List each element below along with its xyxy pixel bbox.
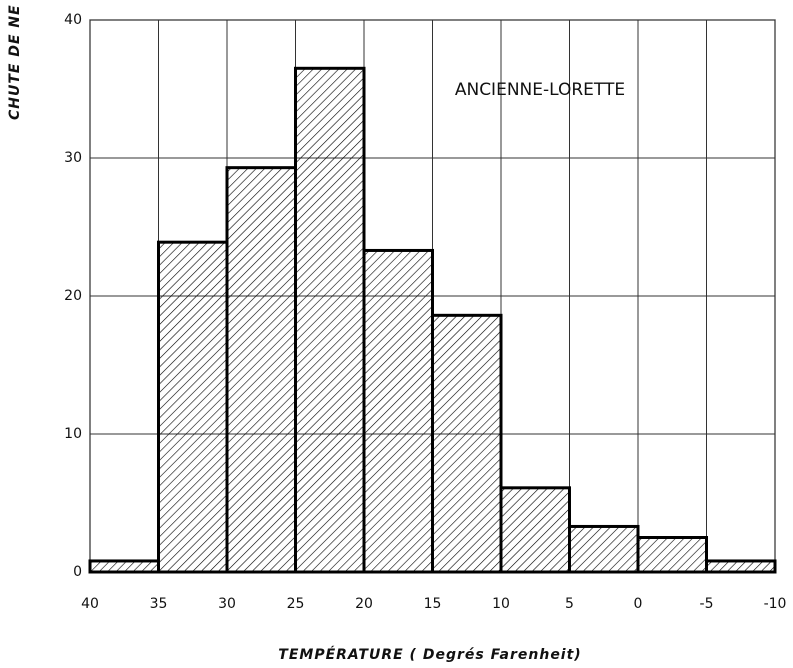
- bar: [88, 559, 160, 574]
- y-tick-label: 0: [73, 564, 82, 580]
- bar: [225, 166, 297, 574]
- bar: [636, 536, 708, 574]
- x-axis-title: TEMPÉRATURE ( Degrés Farenheit): [278, 646, 581, 663]
- bar: [362, 248, 434, 574]
- plot-area: 0 10 20 30 40 40 35 30 25 20 15 10 5 0 -5 -10 ANCIENNE-L…: [64, 12, 786, 612]
- bar: [705, 559, 777, 574]
- y-tick-label: 20: [64, 288, 82, 304]
- x-tick-label: 10: [492, 596, 510, 612]
- x-tick-label: -10: [764, 596, 787, 612]
- y-tick-label: 10: [64, 426, 82, 442]
- x-tick-label: 40: [81, 596, 99, 612]
- y-axis-title: CHUTE DE NE: [7, 4, 23, 120]
- bar: [157, 240, 229, 574]
- annotation: ANCIENNE-LORETTE: [455, 80, 625, 100]
- bar: [294, 66, 366, 574]
- x-tick-label: 0: [634, 596, 643, 612]
- x-tick-label: -5: [700, 596, 714, 612]
- x-tick-label: 25: [287, 596, 305, 612]
- x-tick-label: 30: [218, 596, 236, 612]
- y-tick-label: 40: [64, 12, 82, 28]
- y-tick-label: 30: [64, 150, 82, 166]
- x-tick-label: 20: [355, 596, 373, 612]
- x-tick-label: 15: [424, 596, 442, 612]
- bar: [431, 313, 503, 574]
- bar: [499, 486, 571, 574]
- x-tick-label: 5: [565, 596, 574, 612]
- bar: [568, 524, 640, 574]
- x-tick-label: 35: [150, 596, 168, 612]
